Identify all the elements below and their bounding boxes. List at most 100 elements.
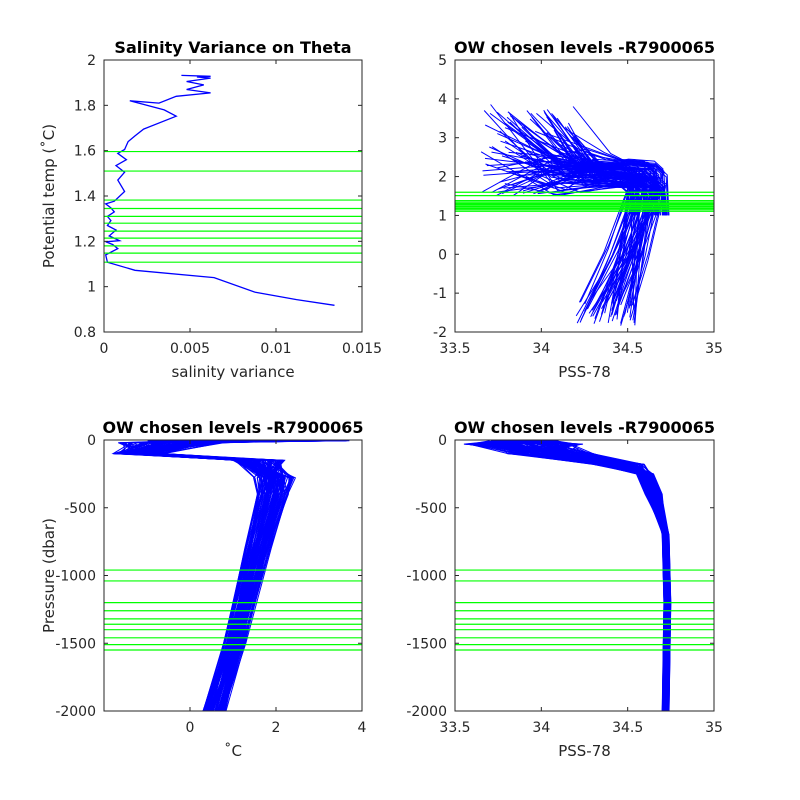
- salinity-profile: [520, 440, 671, 711]
- y-tick-label: 1.8: [74, 98, 96, 114]
- x-axis-label: PSS-78: [558, 742, 611, 760]
- chart-title: OW chosen levels -R7900065: [454, 38, 715, 57]
- temperature-profile: [119, 440, 272, 711]
- x-tick-label: 34: [532, 720, 550, 736]
- y-tick-label: 1.6: [74, 144, 96, 160]
- y-tick-label: 1.4: [74, 189, 96, 205]
- x-tick-label: 0.015: [342, 341, 382, 357]
- x-axis-label: PSS-78: [558, 363, 611, 381]
- theta-salinity-profile: [482, 157, 638, 303]
- chart-title: OW chosen levels -R7900065: [102, 418, 363, 437]
- chosen-levels: [455, 191, 714, 212]
- x-tick-label: 0: [100, 341, 109, 357]
- x-tick-label: 35: [705, 341, 723, 357]
- theta-salinity-profile: [539, 141, 647, 318]
- salinity-profile: [479, 440, 666, 711]
- x-tick-label: 33.5: [439, 341, 470, 357]
- plot-area: [463, 440, 672, 711]
- x-axis-label: salinity variance: [171, 363, 294, 381]
- y-tick-label: 1: [87, 280, 96, 296]
- chart-title: Salinity Variance on Theta: [114, 38, 351, 57]
- salinity-profile: [464, 440, 666, 711]
- chart-title: OW chosen levels -R7900065: [454, 418, 715, 437]
- x-tick-label: 34.5: [612, 341, 643, 357]
- plot-area: [480, 104, 670, 326]
- y-tick-label: -2000: [55, 704, 96, 720]
- ticks: 0 0.005 0.01 0.015 0.8 1 1.2 1.4 1.6 1.8 2: [74, 53, 382, 357]
- theta-salinity-profile: [568, 168, 652, 305]
- panel-salinity-pressure: 33.5 34 34.5 35 -2000 -1500 -1000 -500 0 OW chos…: [406, 418, 723, 760]
- x-tick-label: 4: [358, 720, 367, 736]
- chosen-levels: [455, 569, 714, 651]
- y-tick-label: -2: [433, 325, 447, 341]
- panel-salinity-variance: 0 0.005 0.01 0.015 0.8 1 1.2 1.4 1.6 1.8 2 Salinit…: [40, 38, 382, 381]
- panel-temperature-pressure: 0 2 4 -2000 -1500 -1000 -500 0 OW chosen levels…: [40, 418, 367, 760]
- y-tick-label: -1500: [55, 636, 96, 652]
- theta-salinity-profile: [563, 127, 667, 216]
- chosen-levels: [104, 569, 362, 651]
- x-tick-label: 0.005: [170, 341, 210, 357]
- x-tick-label: 2: [272, 720, 281, 736]
- y-tick-label: 1: [438, 208, 447, 224]
- x-axis-label: ˚C: [224, 742, 242, 760]
- y-tick-label: 0: [438, 433, 447, 449]
- y-tick-label: 0.8: [74, 325, 96, 341]
- y-tick-label: 3: [438, 131, 447, 147]
- chosen-levels: [104, 150, 362, 263]
- x-tick-label: 0.01: [260, 341, 291, 357]
- y-tick-label: 0: [87, 433, 96, 449]
- ticks: 0 2 4 -2000 -1500 -1000 -500 0: [55, 433, 366, 736]
- y-tick-label: 2: [438, 170, 447, 186]
- y-axis-label: Pressure (dbar): [40, 518, 58, 633]
- profile-group: [111, 440, 350, 711]
- x-tick-label: 35: [705, 720, 723, 736]
- theta-salinity-profile: [569, 157, 635, 310]
- plot-area: [111, 440, 350, 711]
- theta-salinity-profile: [491, 159, 649, 216]
- y-tick-label: -500: [415, 501, 447, 517]
- temperature-profile: [114, 440, 281, 711]
- variance-line: [104, 74, 335, 306]
- x-tick-label: 34: [532, 341, 550, 357]
- y-tick-label: 2: [87, 53, 96, 69]
- theta-salinity-profile: [484, 124, 646, 216]
- theta-salinity-profile: [572, 106, 670, 216]
- temperature-profile: [146, 440, 271, 711]
- theta-salinity-profile: [539, 150, 650, 310]
- temperature-profile: [119, 440, 297, 711]
- temperature-profile: [153, 440, 291, 711]
- y-tick-label: 5: [438, 53, 447, 69]
- profile-group: [480, 104, 670, 326]
- temperature-profile: [111, 440, 275, 711]
- y-tick-label: -1000: [55, 569, 96, 585]
- y-tick-label: 1.2: [74, 234, 96, 250]
- profile-group: [463, 440, 672, 711]
- salinity-profile: [543, 440, 668, 711]
- x-tick-label: 34.5: [612, 720, 643, 736]
- x-tick-label: 33.5: [439, 720, 470, 736]
- y-tick-label: 4: [438, 92, 447, 108]
- y-tick-label: -1500: [406, 636, 447, 652]
- temperature-profile: [118, 440, 297, 711]
- theta-salinity-profile: [483, 166, 645, 322]
- temperature-profile: [150, 440, 279, 711]
- profile-group: [104, 74, 335, 306]
- y-tick-label: -500: [64, 501, 96, 517]
- y-tick-label: 0: [438, 247, 447, 263]
- theta-salinity-profile: [491, 146, 636, 324]
- y-tick-label: -1: [433, 286, 447, 302]
- axes-frame: [454, 59, 715, 333]
- theta-salinity-profile: [499, 164, 665, 305]
- y-tick-label: -1000: [406, 569, 447, 585]
- ticks: 33.5 34 34.5 35 -2000 -1500 -1000 -500 0: [406, 433, 723, 736]
- y-tick-label: -2000: [406, 704, 447, 720]
- plot-area: [104, 74, 335, 306]
- temperature-profile: [120, 440, 293, 711]
- y-axis-label: Potential temp (˚C): [40, 124, 58, 268]
- temperature-profile: [150, 440, 281, 711]
- salinity-profile: [490, 440, 670, 711]
